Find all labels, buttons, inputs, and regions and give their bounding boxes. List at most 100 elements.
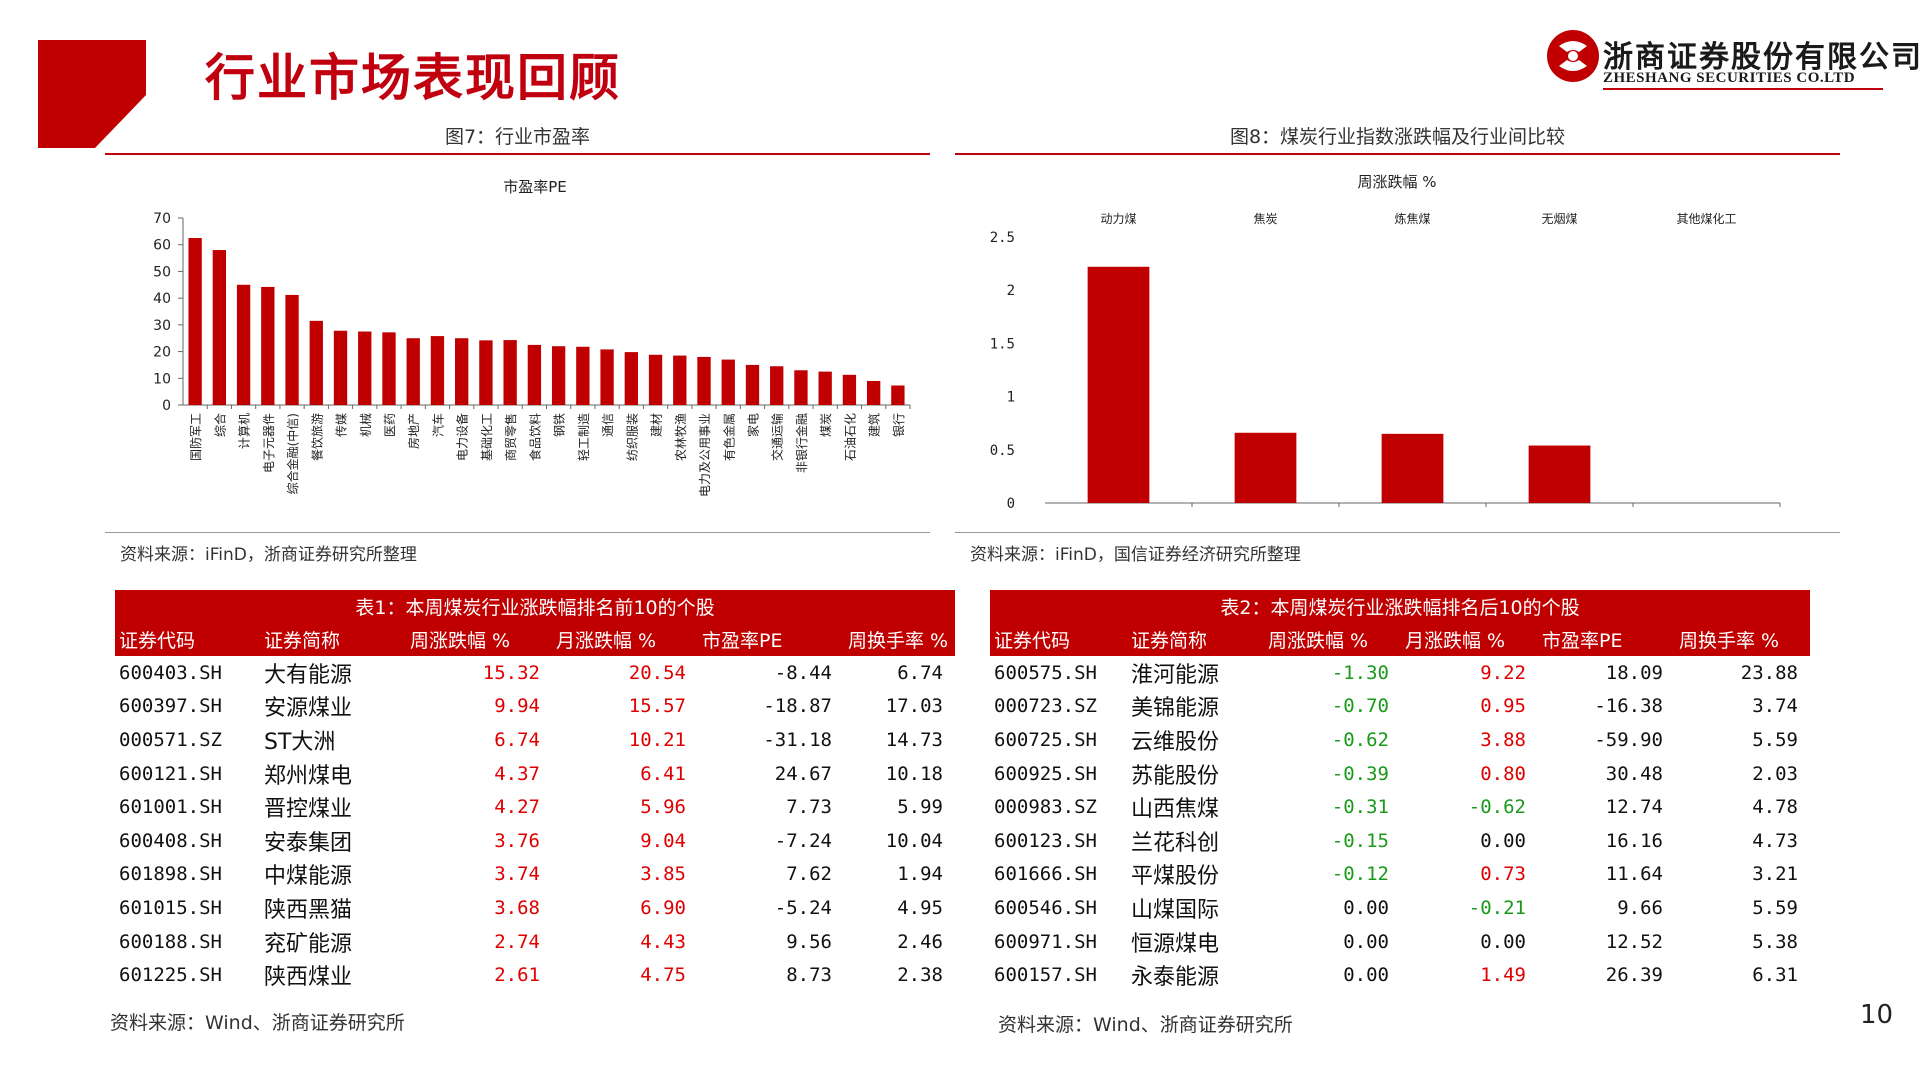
monthly-change: 9.22: [1480, 661, 1526, 684]
monthly-change: 9.04: [640, 829, 686, 852]
chart1-xtick-label: 基础化工: [480, 413, 494, 461]
weekly-change: 3.76: [494, 829, 540, 852]
weekly-turnover: 10.18: [885, 762, 943, 785]
chart2-bar: [1234, 432, 1297, 503]
monthly-change: 0.73: [1480, 863, 1526, 886]
pe-ratio: 24.67: [774, 762, 832, 785]
pe-ratio: -16.38: [1594, 695, 1663, 718]
weekly-turnover: 2.38: [897, 964, 943, 987]
table1-header-cell: 证券简称: [260, 622, 406, 656]
chart1-bar: [673, 355, 687, 405]
chart1-bar: [551, 346, 566, 405]
company-logo-icon: [1547, 30, 1599, 82]
stock-name: 美锦能源: [1131, 696, 1220, 722]
monthly-change: 20.54: [628, 661, 686, 684]
table1-caption: 表1：本周煤炭行业涨跌幅排名前10的个股: [115, 590, 955, 622]
table-row: 601898.SH 中煤能源 3.74 3.85 7.62 1.94: [115, 858, 955, 892]
fig7-source: 资料来源：iFinD，浙商证券研究所整理: [120, 545, 417, 565]
chart1-xtick-label: 餐饮旅游: [309, 413, 324, 461]
table-row: 600123.SH 兰花科创 -0.15 0.00 16.16 4.73: [990, 824, 1810, 858]
pe-ratio: 7.73: [786, 796, 832, 819]
weekly-turnover: 17.03: [885, 695, 943, 718]
monthly-change: 0.00: [1480, 930, 1526, 953]
table2-source: 资料来源：Wind、浙商证券研究所: [998, 1014, 1293, 1036]
weekly-turnover: 3.21: [1752, 863, 1798, 886]
chart2-ytick-label: 2: [1007, 283, 1015, 299]
pe-ratio: -31.18: [763, 728, 832, 751]
monthly-change: 3.88: [1480, 728, 1526, 751]
stock-code: 600121.SH: [119, 762, 222, 785]
stock-code: 601001.SH: [119, 796, 222, 819]
table1-header-cell: 周涨跌幅 %: [406, 622, 552, 656]
stock-code: 600403.SH: [119, 661, 222, 684]
company-name-cn: 浙商证券股份有限公司: [1603, 40, 1920, 75]
chart1-ytick-label: 50: [153, 264, 171, 280]
weekly-change: 6.74: [494, 728, 540, 751]
stock-code: 600925.SH: [994, 762, 1097, 785]
stock-code: 000983.SZ: [994, 796, 1097, 819]
chart1-xtick-label: 通信: [601, 413, 615, 437]
weekly-turnover: 2.46: [897, 930, 943, 953]
table1-header-cell: 证券代码: [115, 622, 260, 656]
table-row: 600925.SH 苏能股份 -0.39 0.80 30.48 2.03: [990, 757, 1810, 791]
weekly-change: 15.32: [482, 661, 540, 684]
chart1-xtick-label: 机械: [358, 413, 373, 437]
pe-ratio: -18.87: [763, 695, 832, 718]
chart1-bar: [842, 374, 857, 405]
chart2-ytick-label: 2.5: [990, 230, 1015, 246]
monthly-change: 4.75: [640, 964, 686, 987]
stock-code: 601015.SH: [119, 896, 222, 919]
chart1-bar: [188, 238, 202, 405]
weekly-turnover: 5.59: [1752, 896, 1798, 919]
fig8-bottom-rule: [955, 532, 1840, 533]
pe-ratio: 9.66: [1617, 896, 1663, 919]
table-row: 600546.SH 山煤国际 0.00 -0.21 9.66 5.59: [990, 891, 1810, 925]
pe-ratio: 8.73: [786, 964, 832, 987]
chart1-xtick-label: 综合: [212, 413, 227, 437]
stock-name: ST大洲: [264, 729, 336, 755]
weekly-change: -1.30: [1331, 661, 1389, 684]
chart1-xtick-label: 银行: [892, 413, 906, 437]
weekly-change: -0.70: [1331, 695, 1389, 718]
chart1-xtick-label: 综合金融(中信): [285, 413, 300, 494]
pe-ratio: -59.90: [1594, 728, 1663, 751]
chart1-xtick-label: 汽车: [430, 413, 445, 437]
table-row: 000983.SZ 山西焦煤 -0.31 -0.62 12.74 4.78: [990, 790, 1810, 824]
chart1-bar: [333, 330, 348, 405]
fig7-bottom-rule: [105, 532, 930, 533]
chart1-xtick-label: 煤炭: [819, 413, 833, 437]
chart1-xtick-label: 纺织服装: [625, 413, 639, 461]
weekly-change: 2.61: [494, 964, 540, 987]
stock-name: 山煤国际: [1131, 897, 1220, 923]
weekly-turnover: 6.74: [897, 661, 943, 684]
chart1-xtick-label: 国防军工: [188, 413, 203, 461]
weekly-change: -0.62: [1331, 728, 1389, 751]
monthly-change: 3.85: [640, 863, 686, 886]
weekly-turnover: 5.99: [897, 796, 943, 819]
chart1-ytick-label: 60: [153, 238, 171, 254]
fig7-caption: 图7：行业市盈率: [444, 126, 591, 148]
pe-ratio: 18.09: [1605, 661, 1663, 684]
chart1-bar: [745, 364, 760, 405]
chart1-title: 市盈率PE: [503, 178, 567, 196]
page-number: 10: [1860, 1000, 1894, 1030]
chart1-bar: [794, 370, 808, 405]
top10-gainers-table: 表1：本周煤炭行业涨跌幅排名前10的个股 证券代码 证券简称 周涨跌幅 % 月涨跌幅 …: [115, 590, 955, 992]
stock-code: 601666.SH: [994, 863, 1097, 886]
chart1-xtick-label: 石油石化: [843, 413, 857, 461]
monthly-change: -0.21: [1468, 896, 1526, 919]
table1-header-cell: 市盈率PE: [698, 622, 844, 656]
pe-ratio-chart: 市盈率PE 70 60 50 40 30 20 10 0 国防军工 综合 计算机 电子元器件 综合金融(中…: [153, 178, 911, 497]
table-row: 000723.SZ 美锦能源 -0.70 0.95 -16.38 3.74: [990, 690, 1810, 724]
table-row: 600157.SH 永泰能源 0.00 1.49 26.39 6.31: [990, 958, 1810, 992]
weekly-change: 4.27: [494, 796, 540, 819]
weekly-turnover: 5.38: [1752, 930, 1798, 953]
chart1-bar: [770, 366, 784, 405]
table2-header-cell: 证券简称: [1127, 622, 1264, 656]
chart1-ytick-label: 70: [153, 211, 171, 227]
chart1-xtick-label: 家电: [745, 413, 760, 437]
coal-weekly-change-chart: 周涨跌幅 % 2.5 2 1.5 1 0.5 0 动力煤 焦炭 炼焦煤 无烟煤 其他煤化工: [990, 173, 1781, 512]
chart1-bar: [600, 349, 614, 405]
weekly-turnover: 4.78: [1752, 796, 1798, 819]
chart1-xtick-label: 计算机: [237, 413, 252, 449]
